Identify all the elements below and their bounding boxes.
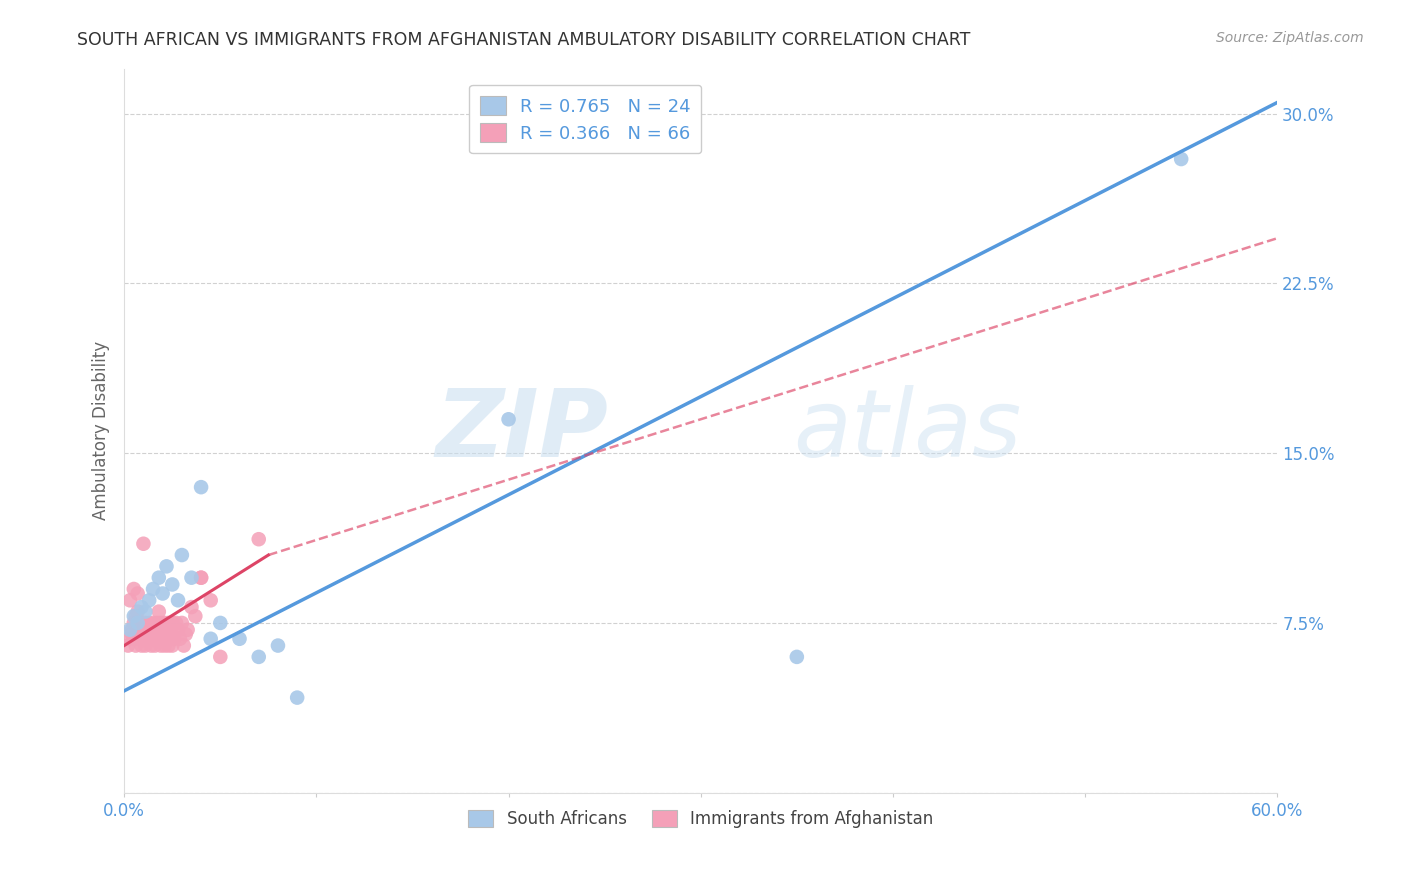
Point [152,623,174,637]
Text: ZIP: ZIP [436,384,609,476]
Point [149,615,172,630]
Point [285,690,308,705]
Point [127,615,149,630]
Text: Source: ZipAtlas.com: Source: ZipAtlas.com [1216,31,1364,45]
Point [165,615,187,630]
Point [125,609,148,624]
Point [153,615,176,630]
Point [155,559,177,574]
Point [122,582,145,596]
Point [146,623,169,637]
Point [117,639,139,653]
Point [132,623,155,637]
Point [127,623,149,637]
Point [209,615,232,630]
Point [163,632,186,646]
Point [142,582,165,596]
Point [131,600,153,615]
Point [127,605,149,619]
Point [149,639,172,653]
Point [157,639,180,653]
Point [127,586,149,600]
Point [142,632,165,646]
Y-axis label: Ambulatory Disability: Ambulatory Disability [93,341,110,520]
Point [138,615,160,630]
Point [143,639,166,653]
Point [122,609,145,624]
Point [131,627,153,641]
Point [190,480,212,494]
Text: atlas: atlas [793,385,1021,476]
Point [134,605,156,619]
Point [247,532,270,546]
Point [247,649,270,664]
Point [162,639,184,653]
Point [148,605,170,619]
Point [1170,152,1192,166]
Point [118,593,141,607]
Point [228,632,250,646]
Point [121,623,143,637]
Point [138,593,160,607]
Point [152,632,174,646]
Point [121,627,143,641]
Point [176,623,198,637]
Point [152,586,174,600]
Point [159,623,181,637]
Point [128,632,150,646]
Point [162,615,184,630]
Point [136,632,159,646]
Point [139,627,162,641]
Point [146,615,169,630]
Point [173,639,195,653]
Point [190,571,212,585]
Point [174,627,197,641]
Point [134,615,156,630]
Point [125,639,148,653]
Point [143,627,166,641]
Point [138,623,160,637]
Point [118,623,141,637]
Point [122,632,145,646]
Point [200,593,222,607]
Point [148,632,170,646]
Point [162,577,184,591]
Point [155,623,177,637]
Point [134,639,156,653]
Point [128,615,150,630]
Point [118,632,141,646]
Point [200,632,222,646]
Point [159,632,181,646]
Point [169,632,191,646]
Point [163,627,186,641]
Point [122,615,145,630]
Text: SOUTH AFRICAN VS IMMIGRANTS FROM AFGHANISTAN AMBULATORY DISABILITY CORRELATION C: SOUTH AFRICAN VS IMMIGRANTS FROM AFGHANI… [77,31,970,49]
Legend: South Africans, Immigrants from Afghanistan: South Africans, Immigrants from Afghanis… [461,804,939,835]
Point [209,649,232,664]
Point [267,639,290,653]
Point [167,623,190,637]
Point [180,600,202,615]
Point [139,639,162,653]
Point [131,639,153,653]
Point [167,593,190,607]
Point [142,615,165,630]
Point [148,571,170,585]
Point [132,632,155,646]
Point [155,627,177,641]
Point [132,537,155,551]
Point [498,412,520,426]
Point [180,571,202,585]
Point [153,639,176,653]
Point [136,627,159,641]
Point [190,571,212,585]
Point [786,649,808,664]
Point [170,548,193,562]
Point [157,615,180,630]
Point [184,609,207,624]
Point [170,615,193,630]
